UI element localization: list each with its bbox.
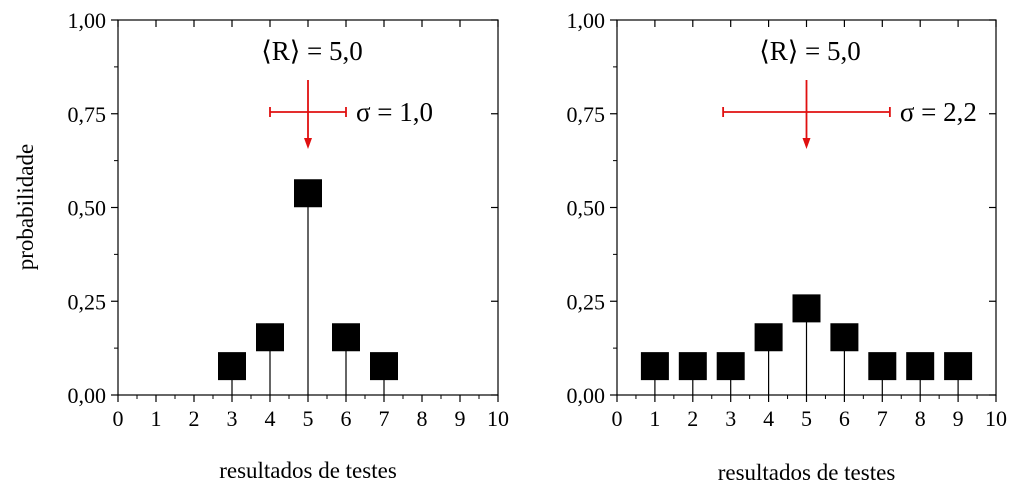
x-tick-label: 8 bbox=[417, 406, 428, 431]
x-tick-label: 8 bbox=[915, 406, 926, 431]
y-tick-label: 0,00 bbox=[567, 383, 606, 408]
y-tick-label: 0,75 bbox=[68, 102, 107, 127]
x-tick-label: 7 bbox=[379, 406, 390, 431]
sigma-label: σ = 2,2 bbox=[900, 97, 977, 127]
x-tick-label: 6 bbox=[341, 406, 352, 431]
x-tick-label: 0 bbox=[113, 406, 124, 431]
x-tick-label: 2 bbox=[189, 406, 200, 431]
x-tick-label: 9 bbox=[455, 406, 466, 431]
y-tick-label: 1,00 bbox=[567, 8, 606, 33]
y-axis-title: probabilidade bbox=[13, 144, 38, 270]
y-tick-label: 0,75 bbox=[567, 102, 606, 127]
left-chart: 0 1 2 3 4 5 6 7 8 9 10 0,00 0,25 0,50 0,75 1,00 resultad… bbox=[68, 8, 510, 483]
x-tick-label: 1 bbox=[649, 406, 660, 431]
x-tick-label: 5 bbox=[801, 406, 812, 431]
x-tick-label: 3 bbox=[227, 406, 238, 431]
data-point-square bbox=[906, 352, 934, 380]
y-tick-label: 1,00 bbox=[68, 8, 107, 33]
x-axis-title: resultados de testes bbox=[718, 460, 896, 485]
mean-arrow-head bbox=[304, 138, 312, 149]
mean-label: ⟨R⟩ = 5,0 bbox=[261, 36, 363, 66]
data-point-square bbox=[294, 179, 322, 207]
data-point-square bbox=[679, 352, 707, 380]
x-tick-label: 2 bbox=[687, 406, 698, 431]
sigma-label: σ = 1,0 bbox=[356, 97, 433, 127]
x-axis-title: resultados de testes bbox=[219, 458, 397, 483]
x-tick-label: 9 bbox=[953, 406, 964, 431]
data-point-square bbox=[717, 352, 745, 380]
data-point-square bbox=[755, 323, 783, 351]
x-tick-label: 1 bbox=[151, 406, 162, 431]
data-point-square bbox=[256, 323, 284, 351]
y-tick-label: 0,00 bbox=[68, 383, 107, 408]
data-point-square bbox=[793, 294, 821, 322]
data-point-square bbox=[641, 352, 669, 380]
data-point-square bbox=[868, 352, 896, 380]
x-tick-label: 7 bbox=[877, 406, 888, 431]
x-tick-label: 4 bbox=[763, 406, 774, 431]
x-tick-label: 10 bbox=[985, 406, 1007, 431]
data-point-square bbox=[944, 352, 972, 380]
x-tick-label: 3 bbox=[725, 406, 736, 431]
x-tick-label: 6 bbox=[839, 406, 850, 431]
data-point-square bbox=[370, 352, 398, 380]
mean-label: ⟨R⟩ = 5,0 bbox=[759, 36, 861, 66]
y-tick-label: 0,50 bbox=[567, 196, 606, 221]
data-point-square bbox=[830, 323, 858, 351]
data-point-square bbox=[332, 323, 360, 351]
x-tick-label: 10 bbox=[487, 406, 509, 431]
x-tick-label: 0 bbox=[612, 406, 623, 431]
y-tick-label: 0,50 bbox=[68, 196, 107, 221]
x-tick-label: 5 bbox=[303, 406, 314, 431]
mean-arrow-head bbox=[803, 138, 811, 149]
x-tick-label: 4 bbox=[265, 406, 276, 431]
y-tick-label: 0,25 bbox=[68, 289, 107, 314]
y-tick-label: 0,25 bbox=[567, 289, 606, 314]
data-point-square bbox=[218, 352, 246, 380]
right-chart: 0 1 2 3 4 5 6 7 8 9 10 0,00 0,25 0,50 0,75 1,00 resultad… bbox=[567, 8, 1008, 485]
